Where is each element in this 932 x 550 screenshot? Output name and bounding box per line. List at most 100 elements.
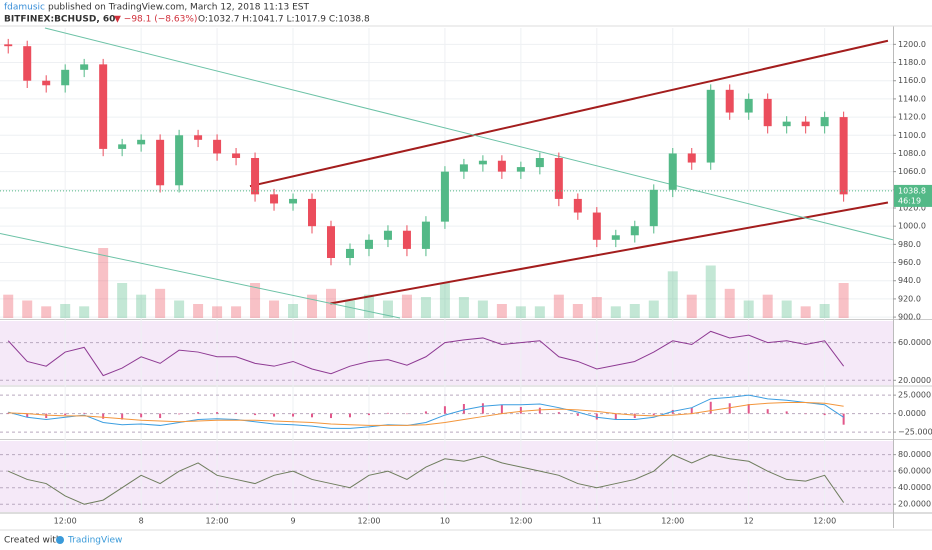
candle-body: [156, 139, 165, 186]
y-tick-label: 60.0000: [898, 467, 931, 476]
candle-body: [194, 135, 203, 140]
volume-bar: [705, 265, 716, 318]
volume-bar: [3, 294, 14, 318]
published: published on TradingView.com, March 12, …: [48, 3, 309, 13]
histogram-bar: [500, 404, 503, 414]
x-tick-label: 12:00: [54, 517, 77, 526]
x-tick-label: 12:00: [813, 517, 836, 526]
candle-body: [364, 239, 373, 249]
volume-bar: [762, 294, 773, 318]
volume-bar: [382, 300, 393, 318]
histogram-bar: [348, 413, 351, 418]
author[interactable]: fdamusic: [4, 3, 45, 13]
histogram-bar: [254, 413, 257, 416]
histogram-bar: [576, 413, 579, 416]
y-tick-label: 980.0: [898, 240, 921, 249]
candle-body: [497, 160, 506, 172]
candle-body: [687, 153, 696, 163]
candle-body: [4, 44, 13, 47]
trend-line: [330, 201, 889, 305]
histogram-bar: [140, 413, 143, 418]
volume-bar: [288, 304, 299, 318]
volume-bar: [22, 300, 33, 318]
histogram-bar: [785, 411, 788, 414]
volume-bar: [41, 306, 52, 318]
candle-body: [820, 117, 829, 127]
y-tick-label: 1160.0: [898, 76, 926, 85]
volume-bar: [231, 306, 242, 318]
y-tick-label: 40.0000: [898, 483, 931, 492]
y-tick-label: 80.0000: [898, 450, 931, 459]
volume-bar: [269, 300, 280, 318]
y-tick-label: 25.0000: [898, 391, 931, 400]
histogram-bar: [121, 413, 124, 420]
footer-brand[interactable]: TradingView: [67, 536, 122, 546]
footer-created: Created with: [4, 536, 62, 546]
candle-body: [383, 230, 392, 240]
candle-body: [478, 160, 487, 165]
histogram-bar: [386, 412, 389, 414]
histogram-bar: [235, 412, 238, 414]
histogram-bar: [709, 401, 712, 414]
volume-bar: [98, 248, 109, 318]
candle-body: [270, 194, 279, 204]
y-tick-label: 20.0000: [898, 376, 931, 385]
histogram-bar: [538, 407, 541, 414]
y-tick-label: 20.0000: [898, 500, 931, 509]
histogram-bar: [292, 413, 295, 417]
histogram-bar: [747, 404, 750, 414]
volume-bar: [781, 300, 792, 318]
histogram-bar: [273, 413, 276, 417]
volume-bar: [439, 283, 450, 318]
histogram-bar: [159, 413, 162, 419]
y-tick-label: 1180.0: [898, 58, 926, 67]
x-tick-label: 12:00: [206, 517, 229, 526]
x-tick-label: 9: [290, 517, 295, 526]
candle-body: [289, 198, 298, 204]
histogram-bar: [216, 412, 219, 414]
candle-body: [630, 226, 639, 236]
volume-bar: [420, 297, 431, 318]
volume-bar: [743, 300, 754, 318]
histogram-bar: [83, 412, 86, 414]
candle-body: [137, 139, 146, 145]
countdown: 46:19: [898, 196, 921, 205]
volume-bar: [79, 306, 90, 318]
y-tick-label: 1000.0: [898, 222, 926, 231]
candle-body: [213, 139, 222, 154]
volume-bar: [401, 294, 412, 318]
histogram-bar: [633, 413, 636, 419]
volume-bar: [155, 288, 166, 318]
x-tick-label: 12: [744, 517, 754, 526]
candle-body: [516, 167, 525, 172]
histogram-bar: [462, 404, 465, 414]
volume-bar: [610, 306, 621, 318]
candle-body: [573, 198, 582, 213]
histogram-bar: [557, 412, 560, 414]
histogram-bar: [443, 406, 446, 414]
histogram-bar: [311, 413, 314, 418]
candle-body: [345, 248, 354, 258]
histogram-bar: [728, 403, 731, 414]
volume-bar: [477, 300, 488, 318]
volume-bar: [458, 297, 469, 318]
histogram-bar: [614, 413, 617, 420]
candle-body: [535, 158, 544, 168]
candle-body: [649, 189, 658, 227]
volume-bar: [629, 304, 640, 318]
histogram-bar: [64, 413, 67, 416]
y-tick-label: 920.0: [898, 294, 921, 303]
volume-bar: [363, 294, 374, 318]
volume-bar: [496, 304, 507, 318]
histogram-bar: [842, 413, 845, 425]
histogram-bar: [652, 413, 655, 416]
indicator-line: [8, 454, 845, 505]
candle-body: [744, 98, 753, 113]
candle-body: [725, 89, 734, 113]
candle-body: [23, 46, 32, 81]
volume-bar: [117, 283, 128, 318]
symbol: BITFINEX:BCHUSD, 60: [4, 15, 115, 25]
candle-body: [80, 64, 89, 70]
trend-line: [0, 232, 401, 319]
